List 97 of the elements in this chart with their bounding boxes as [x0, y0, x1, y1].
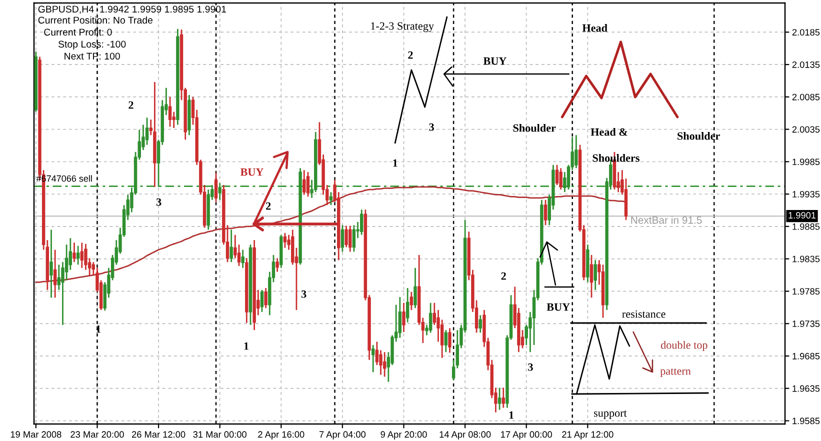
candlestick: [574, 134, 578, 169]
annotation: Next TP: 100: [64, 52, 120, 60]
y-tick-label: 2.0135: [792, 61, 820, 68]
candlestick: [348, 225, 352, 252]
annotation: Current Profit: 0: [44, 28, 112, 36]
candlestick: [241, 249, 244, 269]
y-tick-label: 1.9985: [792, 158, 820, 166]
candlestick: [594, 259, 597, 291]
annotation: 1: [509, 411, 514, 419]
candlestick: [260, 289, 264, 313]
candlestick: [371, 344, 375, 373]
x-tick-label: 2 Apr 16:00: [258, 431, 304, 440]
annotation: BUY: [483, 57, 506, 65]
candlestick: [76, 245, 80, 266]
candlestick: [444, 329, 448, 353]
annotation: 3: [528, 363, 533, 371]
annotation: 1: [393, 159, 398, 167]
annotation: BUY: [240, 168, 264, 176]
candlestick: [406, 287, 410, 324]
candlestick: [360, 208, 364, 236]
annotation: resistance: [622, 310, 666, 318]
annotation: NextBar in 91.5: [631, 216, 702, 224]
y-tick-label: 1.9585: [792, 418, 820, 424]
annotation: 1: [96, 325, 101, 333]
candlestick: [448, 327, 452, 354]
candlestick: [214, 172, 218, 203]
annotation: Head &: [590, 128, 628, 136]
candlestick: [276, 257, 279, 272]
y-tick-label: 2.0085: [792, 94, 820, 100]
candlestick: [352, 224, 356, 252]
candlestick: [329, 191, 333, 206]
annotation: pattern: [660, 368, 691, 378]
candlestick: [414, 267, 417, 309]
candlestick: [382, 351, 386, 378]
annotation: 1: [244, 342, 248, 350]
candlestick: [50, 228, 53, 298]
y-tick-label: 1.9935: [792, 190, 820, 198]
candlestick: [53, 249, 57, 298]
candlestick: [84, 243, 88, 271]
x-tick-label: 19 Mar 2008: [10, 431, 62, 438]
annotation: 3: [429, 123, 434, 131]
annotation: double top: [660, 340, 708, 352]
annotation: 3: [156, 198, 162, 206]
y-tick-label: 1.9885: [792, 223, 820, 230]
y-tick-label: 1.9635: [792, 385, 820, 392]
annotation: 1-2-3 Strategy: [371, 22, 434, 32]
candlestick: [498, 387, 502, 410]
candlestick: [428, 302, 432, 334]
candlestick: [544, 199, 548, 226]
candlestick: [283, 232, 287, 249]
annotation: Stop Loss: -100: [58, 40, 126, 50]
candlestick: [590, 254, 594, 298]
x-tick-label: 14 Apr 08:00: [440, 431, 491, 440]
y-tick-label: 1.9785: [792, 288, 820, 295]
candlestick: [344, 225, 348, 248]
x-tick-label: 21 Apr 12:00: [562, 431, 614, 440]
candlestick: [302, 169, 306, 196]
candlestick: [398, 296, 402, 339]
annotation: 3: [302, 290, 306, 298]
x-tick-label: 26 Mar 12:00: [132, 431, 186, 438]
candlestick: [555, 164, 559, 186]
candlestick: [168, 96, 172, 128]
x-tick-label: 9 Apr 20:00: [380, 431, 427, 440]
y-tick-label: 1.9735: [792, 320, 820, 328]
chart-title: GBPUSD,H4 1.9942 1.9959 1.9895 1.9901: [38, 6, 226, 14]
candlestick: [230, 228, 233, 263]
candlestick: [72, 242, 76, 263]
candlestick: [306, 171, 310, 198]
x-tick-label: 7 Apr 04:00: [319, 431, 366, 440]
annotation: Current Position: No Trade: [38, 16, 153, 24]
candlestick: [340, 224, 344, 252]
annotation: 2: [501, 272, 506, 280]
annotation: Head: [582, 24, 608, 32]
y-tick-label: 2.0185: [792, 29, 820, 36]
candlestick: [218, 182, 222, 201]
x-tick-label: 23 Mar 20:00: [70, 431, 124, 438]
y-tick-label: 1.9685: [792, 352, 820, 360]
y-tick-label: 2.0035: [792, 126, 820, 133]
candlestick: [478, 314, 482, 334]
candlestick: [410, 291, 414, 311]
candlestick: [559, 167, 562, 190]
annotation: Shoulder: [513, 124, 556, 132]
candlestick: [264, 287, 268, 309]
x-tick-label: 31 Mar 00:00: [193, 431, 246, 438]
candlestick: [402, 302, 406, 333]
x-tick-label: 17 Apr 00:00: [501, 431, 552, 440]
candlestick: [80, 242, 84, 269]
annotation: BUY: [546, 303, 570, 311]
annotation: 2: [266, 202, 271, 210]
candlestick: [502, 387, 505, 409]
annotation: Shoulder: [678, 132, 720, 140]
candlestick: [145, 116, 149, 146]
annotation: support: [594, 410, 627, 420]
annotation: 2: [128, 101, 134, 109]
ref-line-label: 1.9901: [788, 212, 816, 219]
annotation: 2: [408, 51, 413, 59]
y-tick-label: 1.9835: [792, 256, 820, 262]
